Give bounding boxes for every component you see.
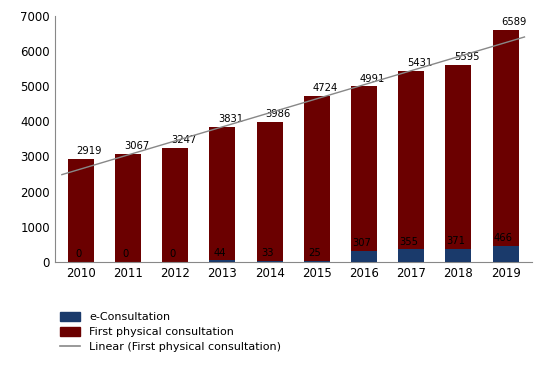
Bar xyxy=(209,127,235,262)
Text: 3067: 3067 xyxy=(124,141,149,151)
Text: 3986: 3986 xyxy=(265,109,290,119)
Bar xyxy=(493,246,518,262)
Text: 0: 0 xyxy=(123,249,129,259)
Bar xyxy=(256,122,283,262)
Bar xyxy=(398,71,424,262)
Bar xyxy=(209,260,235,262)
Bar xyxy=(115,154,141,262)
Text: 3831: 3831 xyxy=(218,114,243,124)
Bar xyxy=(446,65,471,262)
Bar xyxy=(304,96,330,262)
Text: 371: 371 xyxy=(447,236,466,246)
Text: 0: 0 xyxy=(75,249,82,259)
Text: 0: 0 xyxy=(170,249,176,259)
Bar xyxy=(304,261,330,262)
Text: 3247: 3247 xyxy=(171,135,196,145)
Bar xyxy=(162,148,188,262)
Bar xyxy=(256,261,283,262)
Text: 44: 44 xyxy=(214,248,226,258)
Text: 466: 466 xyxy=(494,233,513,243)
Text: 2919: 2919 xyxy=(77,147,102,156)
Text: 4991: 4991 xyxy=(360,74,385,84)
Text: 307: 307 xyxy=(352,239,371,248)
Text: 5595: 5595 xyxy=(454,52,480,62)
Bar xyxy=(351,251,377,262)
Text: 5431: 5431 xyxy=(407,58,432,68)
Legend: e-Consultation, First physical consultation, Linear (First physical consultation: e-Consultation, First physical consultat… xyxy=(60,312,281,352)
Bar xyxy=(398,249,424,262)
Bar xyxy=(68,159,94,262)
Bar xyxy=(351,86,377,262)
Text: 355: 355 xyxy=(399,237,418,247)
Text: 33: 33 xyxy=(261,248,273,258)
Bar xyxy=(493,30,518,262)
Text: 6589: 6589 xyxy=(501,17,527,27)
Text: 4724: 4724 xyxy=(313,83,338,93)
Bar xyxy=(446,249,471,262)
Text: 25: 25 xyxy=(308,248,321,258)
